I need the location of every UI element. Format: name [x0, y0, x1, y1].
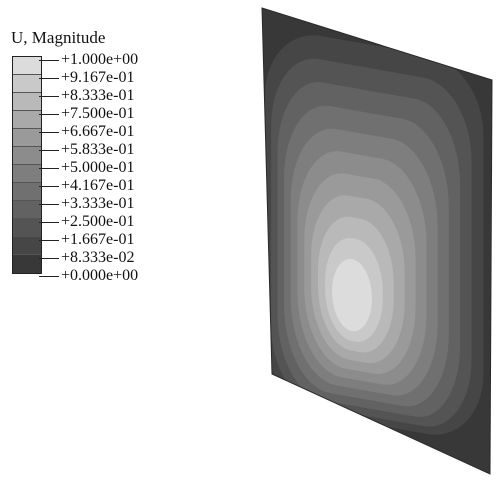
plate-outline — [261, 7, 493, 475]
contour-bands — [262, 8, 492, 474]
legend-swatch — [13, 75, 41, 93]
legend-level-label: +4.167e-01 — [38, 178, 138, 196]
legend-swatch — [13, 57, 41, 75]
legend-swatch — [13, 147, 41, 165]
legend-swatch — [13, 201, 41, 219]
legend-level-label: +1.000e+00 — [38, 51, 139, 68]
legend-swatch — [13, 93, 41, 111]
legend-swatch — [13, 111, 41, 129]
legend-labels: +1.000e+00 +9.167e-01 +8.333e-01 +7.500e-01… — [38, 51, 139, 286]
legend-swatch — [13, 255, 41, 273]
legend-level-label: +2.500e-01 — [38, 214, 138, 232]
legend-level-label: +3.333e-01 — [38, 196, 138, 214]
contour-band — [332, 258, 372, 332]
legend-swatch — [13, 237, 41, 255]
legend-color-bar — [12, 56, 42, 274]
legend-swatch — [13, 183, 41, 201]
legend-swatch — [13, 165, 41, 183]
legend-level-label: +0.000e+00 — [38, 267, 139, 284]
legend-swatch — [13, 129, 41, 147]
legend-level-label: +7.500e-01 — [38, 106, 138, 124]
contour-legend: U, Magnitude +1.000e+00 +9.167e-01 +8.333e… — [11, 28, 211, 284]
legend-title: U, Magnitude — [11, 28, 106, 47]
legend-level-label: +8.333e-01 — [38, 88, 138, 106]
legend-level-label: +5.833e-01 — [38, 142, 138, 160]
legend-level-label: +9.167e-01 — [38, 70, 138, 88]
legend-level-label: +5.000e-01 — [38, 160, 138, 178]
legend-level-label: +6.667e-01 — [38, 124, 138, 142]
legend-swatch — [13, 219, 41, 237]
legend-level-label: +8.333e-02 — [38, 250, 138, 268]
legend-level-label: +1.667e-01 — [38, 232, 138, 250]
